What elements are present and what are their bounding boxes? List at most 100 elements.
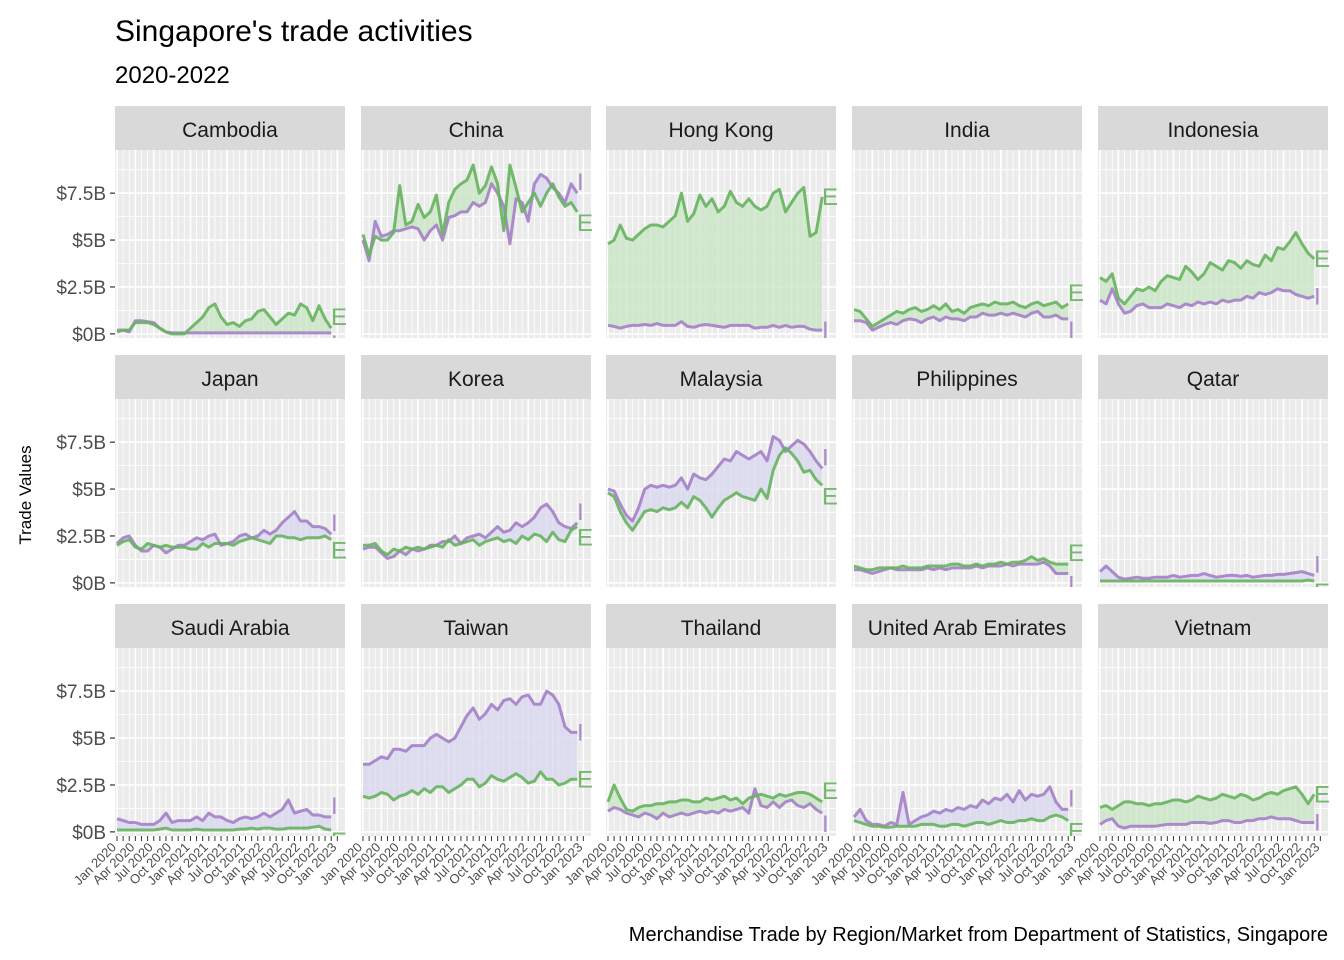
ribbon-segment bbox=[994, 798, 1001, 823]
ribbon-segment bbox=[945, 809, 952, 827]
ribbon-segment bbox=[1240, 260, 1247, 301]
ribbon-segment bbox=[534, 704, 541, 782]
ribbon-segment bbox=[405, 745, 412, 795]
ribbon-segment bbox=[970, 805, 977, 825]
ribbon-segment bbox=[1049, 302, 1056, 317]
ribbon-segment bbox=[748, 198, 755, 329]
facet-strip-label: India bbox=[944, 119, 990, 142]
imports-end-label: I bbox=[822, 811, 829, 838]
ribbon-segment bbox=[705, 474, 712, 518]
exports-line bbox=[853, 555, 1069, 572]
facet-strip bbox=[361, 604, 591, 648]
exports-line bbox=[853, 813, 1069, 829]
ribbon-segment bbox=[767, 436, 774, 499]
ribbon-segment bbox=[1031, 794, 1038, 821]
ribbon-segment bbox=[288, 313, 295, 333]
ribbon-segment bbox=[387, 749, 394, 800]
ribbon-segment bbox=[1295, 786, 1302, 823]
end-labels: EI bbox=[1314, 246, 1330, 311]
ribbon-segment bbox=[669, 485, 676, 510]
ribbon-segment bbox=[1043, 303, 1050, 317]
ribbon-segment bbox=[540, 504, 547, 542]
facet-strip bbox=[852, 106, 1082, 150]
facet-strip-label: Philippines bbox=[916, 368, 1018, 391]
facet-strip-label: Korea bbox=[448, 368, 504, 391]
ribbon-segment bbox=[608, 240, 615, 327]
exports-end-label: E bbox=[822, 483, 838, 510]
ribbon-segment bbox=[276, 809, 283, 830]
ribbon-segment bbox=[712, 466, 719, 518]
ribbon-segment bbox=[730, 191, 737, 326]
ribbon-segment bbox=[687, 800, 694, 815]
ribbon-segment bbox=[1204, 798, 1211, 824]
ribbon-segment bbox=[1228, 796, 1235, 823]
ribbon-segment bbox=[773, 436, 780, 471]
ribbon-segment bbox=[1142, 287, 1149, 308]
ribbon-segment bbox=[1277, 574, 1284, 581]
exports-end-label: E bbox=[331, 828, 347, 855]
ribbon-segment bbox=[1246, 796, 1253, 821]
ribbon-segment bbox=[650, 225, 657, 326]
ribbon-segment bbox=[1161, 275, 1168, 308]
ribbon-segment bbox=[509, 698, 516, 778]
ribbon-segment bbox=[705, 198, 712, 326]
end-labels: EI bbox=[822, 778, 838, 838]
chart-subtitle: 2020-2022 bbox=[115, 62, 230, 89]
facet-cambodia: Cambodia EI $0B $2.5B $5B $7.5B bbox=[56, 106, 347, 358]
ribbon-segment bbox=[485, 704, 492, 784]
ribbon-segment bbox=[1100, 277, 1107, 304]
ribbon-segment bbox=[730, 798, 737, 812]
ribbon-segment bbox=[1149, 287, 1156, 308]
ribbon-segment bbox=[791, 193, 798, 328]
ribbon-segment bbox=[797, 187, 804, 327]
ribbon-segment bbox=[516, 522, 523, 544]
ribbon-segment bbox=[724, 191, 731, 328]
ribbon-segment bbox=[1283, 241, 1290, 291]
imports-end-label: I bbox=[331, 793, 338, 820]
exports-end-label: E bbox=[1068, 280, 1084, 307]
ribbon-segment bbox=[803, 187, 810, 330]
ribbon-segment bbox=[448, 738, 455, 793]
ribbon-segment bbox=[687, 213, 694, 328]
ribbon-segment bbox=[988, 798, 995, 825]
imports-end-label: I bbox=[331, 331, 338, 358]
ribbon-segment bbox=[1142, 803, 1149, 827]
ribbon-segment bbox=[675, 193, 682, 326]
ribbon-segment bbox=[1289, 232, 1296, 295]
ribbon-segment bbox=[742, 798, 749, 814]
facet-korea: Korea EI bbox=[361, 355, 593, 587]
ribbon-segment bbox=[1100, 805, 1107, 825]
ribbon-segment bbox=[214, 816, 221, 830]
ribbon-segment bbox=[294, 303, 301, 333]
facet-strip bbox=[1098, 355, 1328, 399]
facet-philippines: Philippines EI bbox=[852, 355, 1084, 598]
imports-end-label: I bbox=[1068, 571, 1075, 598]
facet-strip-label: Japan bbox=[201, 368, 258, 391]
ribbon-segment bbox=[638, 228, 645, 326]
ribbon-segment bbox=[1191, 796, 1198, 823]
ribbon-segment bbox=[497, 700, 504, 782]
ribbon-segment bbox=[1295, 571, 1302, 581]
ribbon-segment bbox=[712, 198, 719, 327]
end-labels: EI bbox=[577, 499, 593, 552]
imports-end-label: I bbox=[822, 317, 829, 344]
ribbon-segment bbox=[1302, 243, 1309, 299]
ribbon-segment bbox=[663, 485, 670, 510]
ribbon-segment bbox=[767, 193, 774, 328]
ribbon-segment bbox=[712, 798, 719, 814]
ribbon-segment bbox=[1308, 253, 1315, 299]
ribbon-segment bbox=[681, 193, 688, 327]
ribbon-segment bbox=[430, 195, 437, 231]
ribbon-segment bbox=[399, 749, 406, 797]
y-tick-label: $0B bbox=[72, 325, 106, 346]
exports-line bbox=[361, 163, 579, 257]
ribbon-segment bbox=[467, 708, 474, 780]
facet-strip bbox=[1098, 604, 1328, 648]
ribbon-segment bbox=[294, 511, 301, 540]
ribbon-segment bbox=[736, 202, 743, 326]
ribbon-segment bbox=[503, 698, 510, 782]
ribbon-segment bbox=[1136, 803, 1143, 827]
